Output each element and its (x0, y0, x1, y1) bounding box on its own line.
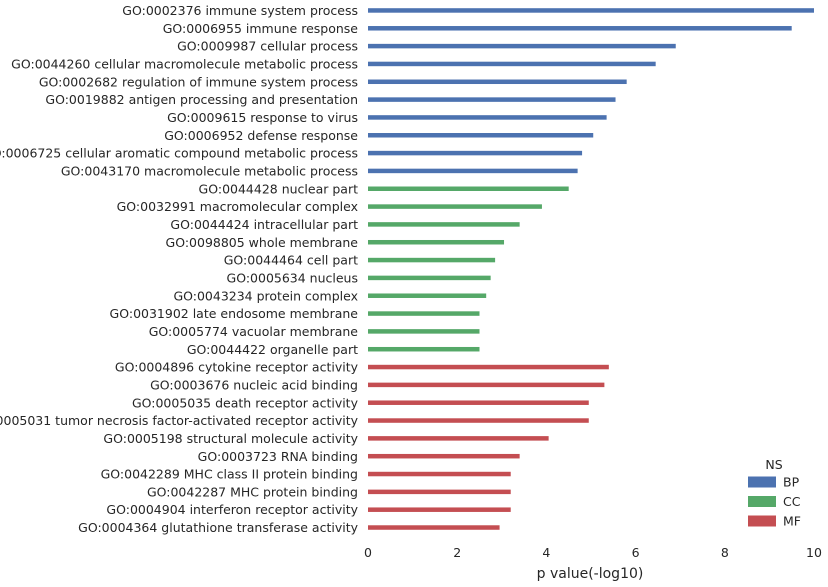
bar-bp (368, 79, 627, 85)
bar-bp (368, 115, 607, 120)
category-label: GO:0005035 death receptor activity (132, 395, 359, 410)
category-label: GO:0005198 structural molecule activity (103, 431, 358, 446)
bar-bp (368, 43, 676, 49)
bar-bp (368, 150, 583, 156)
legend: NS BP CC MF (748, 457, 801, 529)
category-label: GO:0031902 late endosome membrane (110, 306, 359, 321)
x-axis-title: p value(-log10) (537, 566, 644, 582)
legend-label-bp: BP (783, 475, 800, 490)
category-label: GO:0032991 macromolecular complex (117, 199, 358, 214)
legend-swatch-mf (748, 515, 776, 527)
category-label: GO:0044422 organelle part (187, 342, 358, 357)
category-labels: GO:0002376 immune system process GO:00069… (0, 3, 359, 535)
bar-mf (368, 453, 520, 459)
category-label: GO:0003676 nucleic acid binding (150, 377, 358, 392)
bar-mf (368, 507, 511, 512)
x-tick-label: 0 (364, 545, 372, 560)
category-label: GO:0044428 nuclear part (199, 181, 359, 196)
bar-cc (368, 346, 480, 352)
category-label: GO:0044424 intracellular part (170, 217, 358, 232)
bar-bp (368, 168, 578, 174)
category-label: GO:0006955 immune response (163, 21, 359, 36)
category-label: GO:0005634 nucleus (227, 270, 358, 285)
bar-mf (368, 489, 511, 495)
bar-cc (368, 275, 491, 281)
bar-mf (368, 525, 500, 530)
legend-label-cc: CC (783, 494, 801, 509)
legend-title: NS (765, 457, 782, 472)
x-axis: 0 2 4 6 8 10 (364, 545, 822, 560)
category-label: GO:0098805 whole membrane (166, 235, 359, 250)
x-tick-label: 2 (453, 545, 461, 560)
bar-cc (368, 293, 487, 298)
bars-layer (368, 8, 814, 530)
x-tick-label: 8 (721, 545, 729, 560)
bar-cc (368, 311, 480, 316)
legend-swatch-cc (748, 496, 776, 507)
bar-cc (368, 329, 480, 334)
category-label: GO:0044260 cellular macromolecule metabo… (11, 56, 358, 71)
category-label: GO:0042287 MHC protein binding (147, 484, 358, 499)
category-label: GO:0005031 tumor necrosis factor-activat… (0, 413, 359, 428)
category-label: GO:0042289 MHC class II protein binding (101, 467, 358, 482)
category-label: GO:0009615 response to virus (167, 110, 358, 125)
bar-cc (368, 186, 569, 191)
category-label: GO:0019882 antigen processing and presen… (45, 92, 358, 107)
bar-mf (368, 436, 549, 441)
legend-swatch-bp (748, 476, 776, 488)
bar-bp (368, 133, 594, 138)
category-label: GO:0003723 RNA binding (198, 449, 358, 464)
category-label: GO:0006952 defense response (164, 128, 358, 143)
bar-bp (368, 26, 792, 31)
category-label: GO:0004364 glutathione transferase activ… (78, 520, 358, 535)
category-label: GO:0009987 cellular process (177, 39, 358, 54)
category-label: GO:0043170 macromolecule metabolic proce… (61, 163, 358, 178)
category-label: GO:0006725 cellular aromatic compound me… (0, 146, 358, 161)
bar-bp (368, 97, 616, 102)
bar-mf (368, 364, 609, 370)
bar-cc (368, 204, 542, 209)
bar-mf (368, 382, 605, 388)
category-label: GO:0002376 immune system process (122, 3, 358, 18)
category-label: GO:0044464 cell part (224, 253, 358, 268)
bar-cc (368, 239, 505, 245)
category-label: GO:0005774 vacuolar membrane (149, 324, 359, 339)
category-label: GO:0002682 regulation of immune system p… (39, 74, 358, 89)
bar-bp (368, 8, 814, 13)
x-tick-label: 10 (806, 545, 822, 560)
category-label: GO:0004896 cytokine receptor activity (115, 360, 359, 375)
bar-bp (368, 61, 656, 67)
category-label: GO:0004904 interferon receptor activity (106, 502, 358, 517)
category-label: GO:0043234 protein complex (173, 288, 358, 303)
x-tick-label: 4 (542, 545, 550, 560)
bar-cc (368, 222, 520, 227)
bar-mf (368, 471, 511, 477)
bar-mf (368, 418, 589, 423)
bar-mf (368, 400, 589, 405)
bar-cc (368, 257, 496, 263)
legend-label-mf: MF (783, 514, 801, 529)
x-tick-label: 6 (632, 545, 640, 560)
